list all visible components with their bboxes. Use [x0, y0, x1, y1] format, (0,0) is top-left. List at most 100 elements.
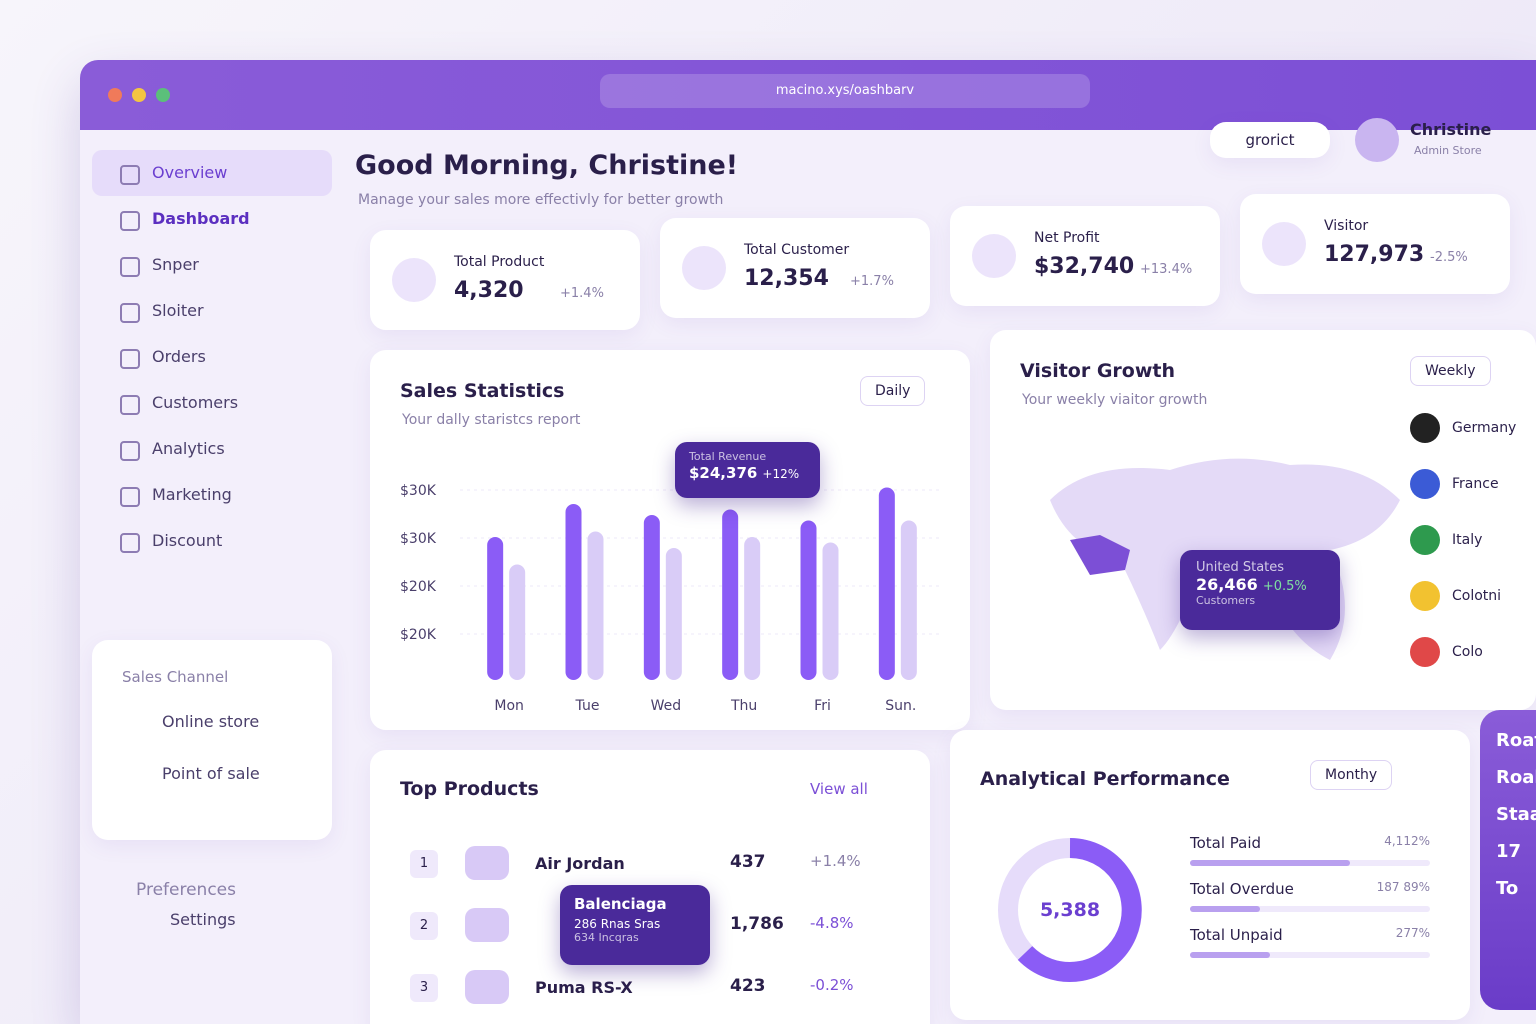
donut-arc [1017, 838, 1142, 982]
y-axis-label: $30K [400, 483, 437, 499]
stat-card: Net Profit $32,740 +13.4% [950, 206, 1220, 306]
tooltip-name: Balenciaga [574, 895, 667, 913]
flag [1410, 469, 1440, 499]
nav-item[interactable]: Analytics [92, 426, 332, 472]
stat-change: +13.4% [1140, 262, 1193, 277]
card-title: Sales Statistics [400, 380, 565, 402]
country-tooltip: United States 26,466 +0.5% Customers [1180, 550, 1340, 630]
bar [665, 548, 682, 680]
nav-item[interactable]: Marketing [92, 472, 332, 518]
product-image [465, 970, 509, 1004]
stat-icon [392, 258, 436, 302]
stat-value: 4,320 [454, 278, 524, 303]
filter-dropdown[interactable]: Daily [860, 376, 926, 406]
bar [878, 487, 895, 680]
greeting: Good Morning, Christine! [355, 150, 739, 181]
product-image [465, 846, 509, 880]
title-bar: macino.xys/oashbarv [80, 60, 1536, 130]
stat-icon [682, 246, 726, 290]
minimize-button[interactable] [132, 88, 146, 102]
product-name: Air Jordan [535, 854, 625, 873]
x-axis-label: Thu [730, 698, 757, 714]
card-title: Visitor Growth [1020, 360, 1176, 382]
view-all-link[interactable]: View all [810, 780, 868, 798]
flag [1410, 525, 1440, 555]
progress-track [1190, 952, 1430, 958]
section-title: Sales Channel [122, 668, 229, 686]
country-name: Germany [1452, 420, 1517, 436]
y-axis-label: $20K [400, 627, 437, 643]
tooltip-value: $24,376 [689, 464, 758, 482]
bar [822, 542, 839, 680]
product-tooltip: Balenciaga 286 Rnas Sras 634 Incqras [560, 885, 710, 965]
y-axis-label: $20K [400, 579, 437, 595]
tooltip-country: United States [1196, 560, 1285, 575]
product-sales: 437 [730, 852, 766, 872]
bar [643, 515, 660, 680]
stat-label: Visitor [1324, 218, 1369, 234]
nav-item[interactable]: Sloiter [92, 288, 332, 334]
stat-card: Visitor 127,973 -2.5% [1240, 194, 1510, 294]
flag [1410, 581, 1440, 611]
bar [487, 537, 504, 680]
performance-value: 4,112% [1384, 834, 1430, 848]
preferences-panel: Preferences Settings [92, 860, 332, 929]
search-box[interactable]: grorict [1210, 122, 1330, 158]
sales-channel-panel: Sales Channel Online store Point of sale [92, 640, 332, 840]
url-bar[interactable]: macino.xys/oashbarv [600, 74, 1090, 108]
visitor-card: Visitor Growth Your weekly viaitor growt… [990, 330, 1536, 710]
nav-item[interactable]: Overview [92, 150, 332, 196]
performance-row: Total Overdue 187 89% [1190, 876, 1430, 922]
stat-change: +1.7% [850, 274, 894, 289]
maximize-button[interactable] [156, 88, 170, 102]
x-axis-label: Sun. [885, 698, 916, 714]
stat-change: +1.4% [560, 286, 604, 301]
stat-icon [972, 234, 1016, 278]
channel-item[interactable]: Online store [162, 712, 260, 731]
nav-item[interactable]: Discount [92, 518, 332, 564]
stat-label: Total Customer [744, 242, 850, 258]
flag [1410, 413, 1440, 443]
card-subtitle: Your weekly viaitor growth [1022, 392, 1208, 408]
stat-value: 127,973 [1324, 242, 1425, 267]
card-subtitle: Your dally staristcs report [402, 412, 581, 428]
side-card-line: Roath [1496, 730, 1536, 751]
browser-window: macino.xys/oashbarv Overview Dashboard Snp… [80, 60, 1536, 1024]
bar [509, 564, 526, 680]
side-card-line: Roah [1496, 767, 1536, 788]
user-name: Christine [1410, 120, 1492, 139]
top-products-card: Top Products View all 1 Air Jordan 437 +1.4… [370, 750, 930, 1024]
avatar[interactable] [1355, 118, 1399, 162]
stat-change: -2.5% [1430, 250, 1468, 265]
rank-badge: 2 [410, 912, 438, 940]
close-button[interactable] [108, 88, 122, 102]
progress-track [1190, 906, 1430, 912]
rank-badge: 1 [410, 850, 438, 878]
progress-fill [1190, 952, 1270, 958]
nav-item[interactable]: Settings [170, 910, 236, 929]
country-name: Italy [1452, 532, 1483, 548]
channel-item[interactable]: Point of sale [162, 764, 260, 783]
rank-badge: 3 [410, 974, 438, 1002]
nav-item[interactable]: Dashboard [92, 196, 332, 242]
filter-dropdown[interactable]: Weekly [1410, 356, 1491, 386]
country-list: Germany France Italy Colotni Colo [1410, 400, 1516, 680]
product-change: -4.8% [810, 914, 854, 932]
filter-dropdown[interactable]: Monthy [1310, 760, 1393, 790]
performance-label: Total Paid [1190, 834, 1262, 852]
stat-label: Net Profit [1034, 230, 1100, 246]
nav-item[interactable]: Snper [92, 242, 332, 288]
donut-total: 5,388 [1040, 899, 1100, 921]
tooltip-value: 26,466 [1196, 575, 1258, 594]
donut: 5,388 [998, 838, 1142, 982]
performance-value: 187 89% [1376, 880, 1430, 894]
section-title: Preferences [136, 880, 236, 900]
sales-card: Sales Statistics Your dally staristcs re… [370, 350, 970, 730]
side-card-line: 17 [1496, 841, 1522, 862]
user-role: Admin Store [1414, 144, 1482, 157]
x-axis-label: Tue [575, 698, 600, 714]
flag [1410, 637, 1440, 667]
nav-item[interactable]: Orders [92, 334, 332, 380]
product-change: +1.4% [810, 852, 861, 870]
nav-item[interactable]: Customers [92, 380, 332, 426]
